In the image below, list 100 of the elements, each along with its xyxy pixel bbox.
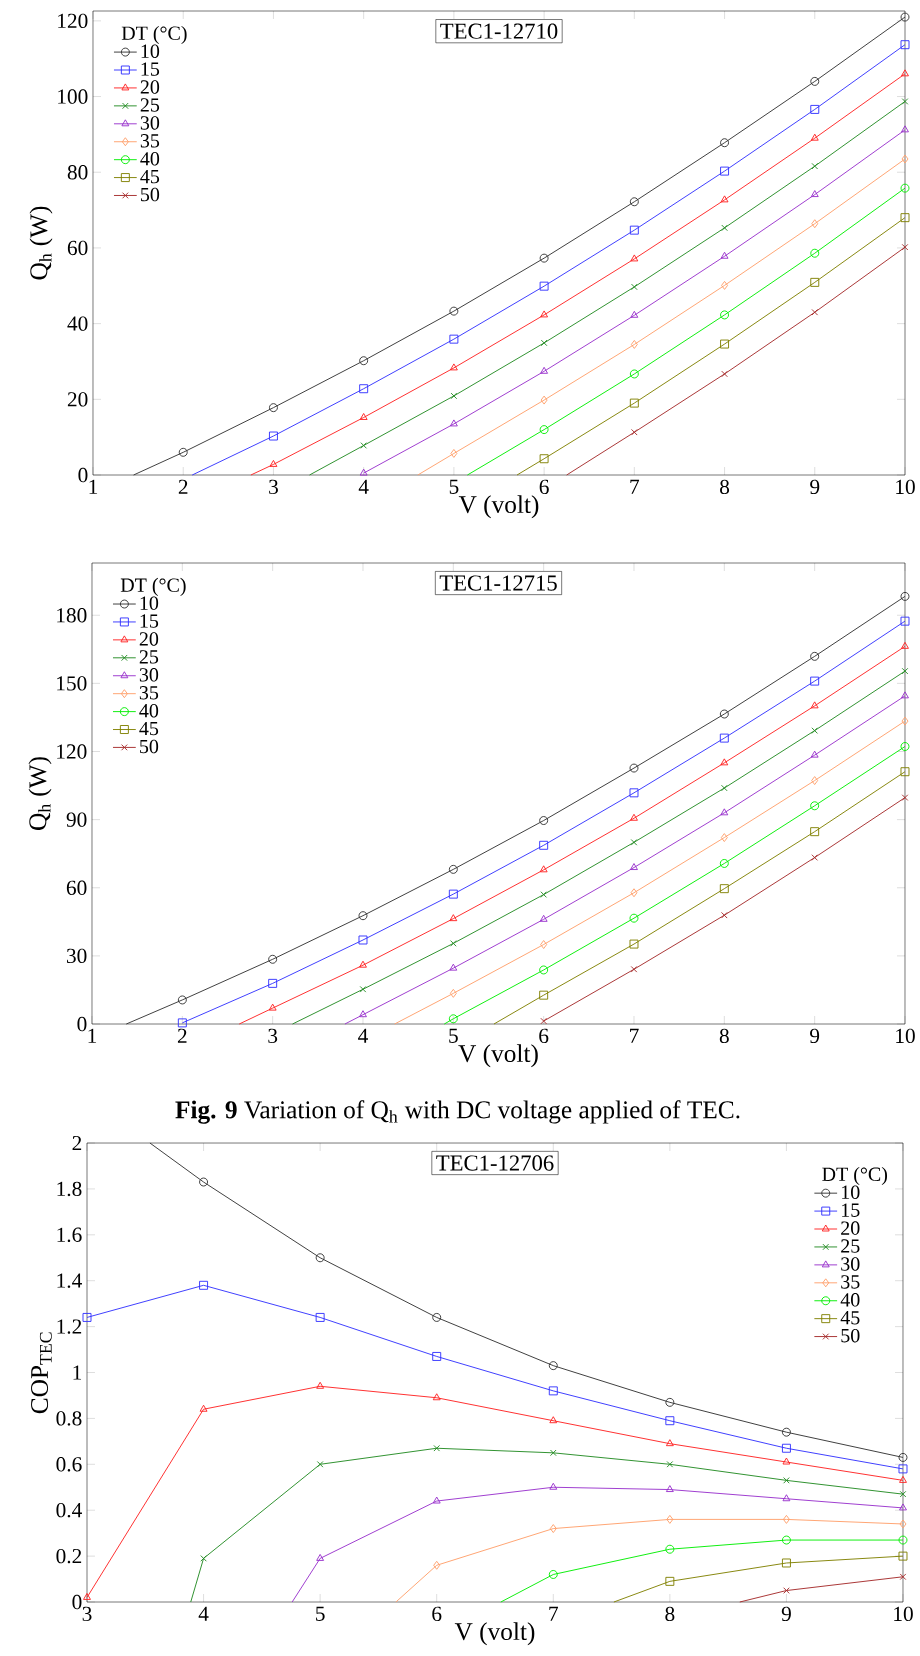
x-tick-label: 8 (719, 1028, 729, 1044)
point (811, 776, 819, 786)
point (199, 1177, 208, 1187)
point (665, 1397, 675, 1407)
point (449, 963, 458, 971)
point (899, 1503, 907, 1511)
y-tick-label: 60 (67, 240, 88, 256)
point (630, 339, 638, 349)
x-tick-label: 10 (894, 1606, 913, 1622)
point (268, 403, 278, 413)
y-tick-label: 2 (72, 1135, 82, 1151)
point (268, 1003, 277, 1011)
point (665, 1416, 675, 1426)
point (359, 1010, 367, 1018)
point (630, 813, 638, 821)
point (901, 154, 909, 164)
legend-title: DT (°C) (120, 577, 186, 596)
point (720, 911, 728, 919)
point (898, 1452, 908, 1462)
point (432, 1312, 442, 1322)
point (549, 1449, 557, 1457)
point (548, 1386, 558, 1396)
point (901, 691, 909, 699)
y-tick-label: 0.4 (56, 1502, 82, 1518)
point (811, 308, 819, 316)
legend-label: 45 (140, 170, 160, 184)
point (539, 281, 549, 291)
point (269, 459, 278, 467)
x-tick-label: 2 (178, 479, 188, 494)
point (432, 1393, 441, 1401)
point (719, 858, 729, 868)
point (781, 1558, 791, 1568)
point (898, 1535, 908, 1545)
y-tick-label: 180 (57, 608, 87, 623)
legend-label: 25 (841, 1239, 860, 1253)
point (810, 676, 820, 686)
x-tick-label: 6 (539, 479, 549, 495)
point (630, 428, 638, 436)
x-tick-label: 5 (449, 479, 459, 494)
point (548, 1570, 558, 1579)
point (719, 884, 729, 894)
point (178, 447, 188, 457)
point (720, 758, 729, 766)
point (449, 940, 457, 947)
y-tick-label: 30 (66, 948, 87, 964)
point (450, 392, 458, 400)
chart-title: TEC1-12706 (436, 1155, 554, 1171)
y-tick-label: 150 (57, 676, 87, 691)
point (540, 310, 548, 318)
x-tick-label: 10 (896, 1028, 915, 1044)
legend-label: 15 (841, 1203, 860, 1217)
point (811, 854, 818, 861)
y-tick-label: 0.8 (56, 1411, 82, 1426)
legend-label: 50 (841, 1328, 860, 1343)
point (448, 1014, 458, 1024)
point (549, 1416, 558, 1424)
point (629, 913, 639, 923)
point (781, 1427, 791, 1437)
legend-label: 25 (140, 98, 160, 112)
x-tick-label: 9 (809, 1028, 820, 1044)
x-tick-label: 9 (781, 1606, 791, 1622)
point (720, 195, 729, 203)
y-tick-label: 0 (77, 1016, 87, 1032)
point (359, 413, 368, 420)
legend-label: 50 (140, 739, 159, 754)
point (810, 190, 819, 198)
point (900, 742, 910, 751)
point (539, 865, 548, 873)
point (899, 1573, 907, 1581)
point (177, 995, 187, 1005)
point (359, 384, 369, 394)
point (900, 616, 910, 626)
x-tick-label: 5 (449, 1028, 458, 1043)
point (540, 891, 547, 898)
point (901, 667, 909, 675)
point (629, 788, 639, 798)
y-tick-label: 90 (66, 812, 87, 827)
point (721, 224, 728, 232)
point (898, 1551, 908, 1561)
point (629, 939, 639, 949)
y-tick-label: 120 (58, 13, 88, 29)
point (901, 98, 909, 105)
point (539, 425, 549, 435)
point (433, 1444, 440, 1452)
point (719, 733, 729, 743)
point (540, 395, 548, 405)
point (359, 960, 367, 968)
point (629, 763, 639, 773)
point (811, 162, 819, 170)
point (448, 889, 458, 899)
point (899, 1475, 907, 1483)
point (315, 1312, 325, 1322)
chart-title: TEC1-12715 (439, 575, 557, 591)
point (781, 1443, 791, 1453)
legend-label: 20 (140, 80, 160, 94)
legend-label: 40 (140, 152, 160, 166)
legend-label: 10 (140, 596, 159, 610)
point (450, 448, 458, 458)
point (268, 978, 278, 988)
point (720, 138, 729, 148)
